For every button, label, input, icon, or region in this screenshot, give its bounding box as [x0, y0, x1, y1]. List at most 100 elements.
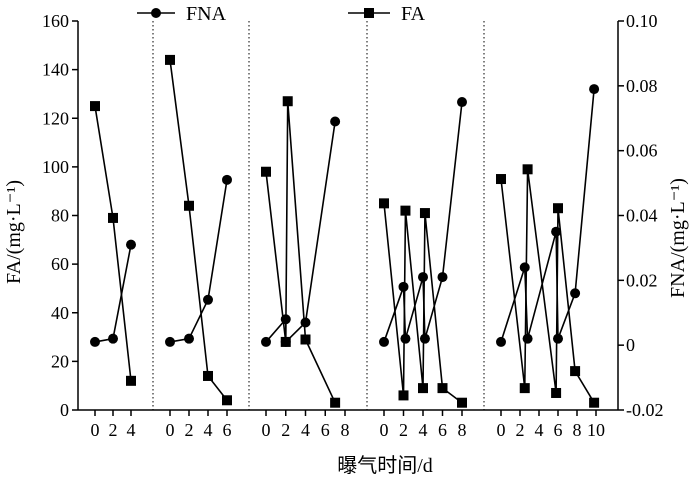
- x-tick-label: 6: [321, 420, 330, 440]
- fa-point: [330, 397, 341, 408]
- left-y-axis-title: FA/(mg·L⁻¹): [3, 180, 25, 284]
- fna-point: [457, 97, 467, 108]
- fa-point: [398, 390, 409, 401]
- x-tick-label: 0: [262, 420, 271, 440]
- fa-point: [589, 397, 600, 408]
- fna-point: [570, 288, 581, 299]
- fa-series-line: [383, 203, 463, 404]
- x-tick-label: 8: [458, 420, 467, 440]
- left-y-tick-label: 80: [51, 206, 69, 226]
- fna-series-line: [265, 121, 336, 344]
- x-tick-label: 2: [281, 420, 290, 440]
- fa-series-line: [265, 101, 336, 404]
- left-y-tick-label: 160: [42, 11, 69, 31]
- fna-point: [379, 336, 389, 347]
- fa-point: [457, 397, 467, 408]
- right-y-tick-label: -0.02: [626, 400, 664, 420]
- x-tick-label: 2: [516, 420, 525, 440]
- fna-point: [90, 336, 100, 347]
- fna-point: [400, 333, 411, 344]
- fa-series-line: [500, 169, 595, 404]
- fa-point: [222, 395, 232, 406]
- fa-point: [203, 370, 213, 381]
- fa-point: [165, 54, 175, 65]
- x-tick-label: 4: [535, 420, 544, 440]
- fna-point: [589, 84, 600, 95]
- left-y-tick-label: 120: [42, 108, 69, 128]
- fna-point: [203, 294, 213, 305]
- x-tick-label: 8: [341, 420, 350, 440]
- x-tick-label: 10: [587, 420, 605, 440]
- fna-point: [496, 336, 506, 347]
- fna-point: [300, 317, 311, 328]
- fa-point: [400, 205, 411, 216]
- left-y-tick-label: 40: [51, 303, 69, 323]
- fna-point: [165, 336, 175, 347]
- right-y-tick-label: 0.10: [626, 11, 658, 31]
- fa-point: [553, 203, 563, 214]
- fna-point: [519, 262, 530, 273]
- right-y-tick-label: 0.04: [626, 206, 658, 226]
- legend: FNA FA: [137, 3, 426, 25]
- x-tick-label: 0: [91, 420, 100, 440]
- axes-group: 020406080100120140160-0.0200.020.040.060…: [42, 11, 664, 440]
- fa-series-line: [169, 59, 228, 401]
- x-axis-title: 曝气时间/d: [337, 454, 433, 477]
- x-tick-label: 4: [127, 420, 136, 440]
- fa-point: [496, 174, 506, 185]
- x-tick-label: 0: [497, 420, 506, 440]
- left-y-tick-label: 0: [60, 400, 69, 420]
- legend-fna-label: FNA: [186, 3, 227, 25]
- left-y-tick-label: 140: [42, 60, 69, 80]
- right-y-tick-label: 0.06: [626, 141, 658, 161]
- right-y-tick-label: 0: [626, 335, 635, 355]
- x-tick-label: 4: [301, 420, 310, 440]
- fa-point: [300, 334, 311, 345]
- fna-point: [418, 272, 428, 283]
- x-tick-label: 4: [204, 420, 213, 440]
- fa-point: [282, 96, 293, 107]
- fa-point: [522, 164, 533, 175]
- fna-point: [330, 116, 341, 127]
- x-tick-label: 0: [380, 420, 389, 440]
- x-tick-label: 2: [109, 420, 118, 440]
- x-tick-label: 2: [399, 420, 408, 440]
- fa-point: [551, 387, 562, 398]
- plot-group: [90, 54, 600, 408]
- left-y-tick-label: 100: [42, 157, 69, 177]
- fna-series-line: [169, 179, 228, 343]
- fa-point: [126, 375, 136, 386]
- x-tick-label: 4: [419, 420, 428, 440]
- legend-fna-marker: [151, 8, 161, 18]
- legend-fa-marker: [364, 8, 374, 18]
- x-tick-label: 0: [166, 420, 175, 440]
- fa-point: [261, 166, 271, 177]
- fna-point: [280, 336, 291, 347]
- right-y-tick-label: 0.02: [626, 270, 658, 290]
- fna-point: [419, 333, 430, 344]
- fna-point: [398, 281, 409, 292]
- x-tick-label: 8: [573, 420, 582, 440]
- fna-point: [184, 333, 194, 344]
- x-tick-label: 2: [185, 420, 194, 440]
- legend-fa-label: FA: [401, 3, 426, 25]
- fa-point: [570, 366, 581, 377]
- fna-point: [437, 272, 448, 283]
- fna-point: [261, 336, 271, 347]
- fna-point: [553, 333, 563, 344]
- right-y-axis-title: FNA/(mg·L⁻¹): [667, 178, 689, 298]
- fna-series-line: [383, 101, 463, 343]
- fa-point: [379, 198, 389, 209]
- left-y-tick-label: 20: [51, 351, 69, 371]
- fa-point: [419, 208, 430, 219]
- fna-point: [126, 239, 136, 250]
- x-tick-label: 6: [554, 420, 563, 440]
- fa-point: [418, 383, 428, 394]
- fa-point: [90, 101, 100, 112]
- fa-point: [519, 383, 530, 394]
- fna-point: [522, 333, 533, 344]
- x-tick-label: 6: [438, 420, 447, 440]
- fna-point: [280, 314, 291, 325]
- right-y-tick-label: 0.08: [626, 76, 658, 96]
